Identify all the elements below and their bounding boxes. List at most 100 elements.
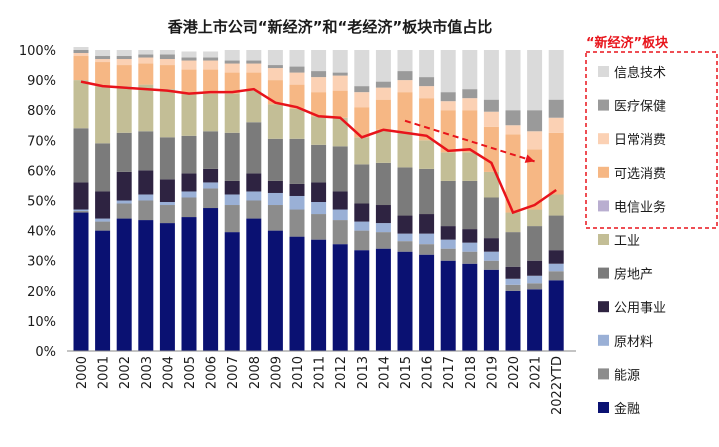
bar-segment (440, 248, 456, 261)
x-tick-label: 2014 (377, 356, 392, 389)
bar-segment (203, 93, 219, 132)
bar-segment (159, 59, 175, 66)
bar-segment (73, 53, 89, 57)
legend-label: 医疗保健 (614, 100, 666, 115)
legend-swatch (598, 66, 609, 77)
bar-segment (354, 250, 370, 351)
bar-segment (332, 117, 348, 147)
bar-segment (462, 50, 478, 90)
y-tick-label: 20% (27, 285, 56, 300)
trend-arrow-head (524, 154, 535, 163)
bar-segment (73, 212, 89, 351)
bar-segment (332, 72, 348, 76)
bar-segment (116, 56, 132, 60)
bar-segment (397, 131, 413, 168)
bar-segment (419, 233, 435, 245)
bar-segment (505, 50, 521, 111)
bar-segment (311, 71, 327, 78)
bar-segment (311, 77, 327, 93)
legend-swatch (598, 166, 609, 178)
bar-segment (289, 72, 305, 85)
bar-segment (440, 180, 456, 227)
bar-segment (527, 275, 543, 284)
bar-segment (354, 221, 370, 231)
bar-segment (527, 149, 543, 210)
legend-swatch (598, 368, 609, 380)
bar-segment (73, 209, 89, 212)
bar-segment (95, 218, 111, 222)
bar-segment (181, 51, 197, 58)
bar-segment (397, 215, 413, 234)
legend-label: 房地产 (614, 267, 653, 283)
bar-segment (267, 138, 283, 181)
bar-segment (397, 71, 413, 81)
bar-segment (224, 180, 240, 195)
bar-segment (548, 263, 564, 272)
x-tick-label: 2009 (269, 356, 284, 389)
bar-segment (224, 232, 240, 351)
bar-segment (483, 238, 499, 252)
bar-segment (419, 77, 435, 87)
bar-segment (332, 209, 348, 221)
bar-segment (203, 188, 219, 209)
bar-segment (354, 86, 370, 93)
bar-segment (95, 191, 111, 219)
bar-segment (419, 140, 435, 169)
x-tick-label: 2021 (529, 356, 544, 389)
bar-segment (527, 50, 543, 111)
bar-segment (246, 90, 262, 123)
bar-segment (289, 108, 305, 139)
x-tick-label: 2013 (356, 356, 371, 389)
bar-segment (95, 143, 111, 192)
bar-segment (548, 132, 564, 195)
x-tick-label: 2006 (205, 356, 220, 389)
bar-segment (332, 191, 348, 210)
bar-segment (116, 86, 132, 133)
bar-segment (203, 57, 219, 61)
bar-segment (505, 266, 521, 279)
bar-segment (289, 138, 305, 184)
bar-segment (181, 57, 197, 61)
bar-segment (332, 244, 348, 351)
bar-segment (95, 62, 111, 87)
x-tick-label: 2001 (97, 356, 112, 389)
legend-label: 公用事业 (614, 301, 666, 316)
bar-segment (483, 269, 499, 351)
bar-segment (181, 60, 197, 70)
bar-segment (505, 284, 521, 291)
bar-segment (116, 200, 132, 204)
bar-segment (548, 215, 564, 251)
x-tick-label: 2020 (507, 356, 522, 389)
bar-segment (527, 260, 543, 276)
bar-segment (159, 223, 175, 351)
bar-segment (397, 80, 413, 93)
bar-segment (483, 111, 499, 127)
bar-segment (354, 230, 370, 251)
bar-segment (354, 107, 370, 138)
bar-segment (397, 167, 413, 216)
x-tick-label: 2004 (161, 356, 176, 389)
x-tick-label: 2018 (464, 356, 479, 389)
y-axis: 0% 10% 20% 30% 40% 50% 60% 70% 80% 90% 100% (19, 44, 576, 360)
bar-segment (138, 170, 154, 195)
bar-segment (159, 202, 175, 206)
bar-segment (375, 205, 391, 224)
bar-segment (73, 211, 89, 213)
bar-segment (527, 289, 543, 351)
bar-segment (505, 232, 521, 267)
bar-segment (527, 283, 543, 290)
bar-segment (181, 69, 197, 94)
bar-segment (289, 195, 305, 210)
bar-segment (462, 242, 478, 252)
bar-segment (548, 99, 564, 118)
bar-segment (95, 221, 111, 231)
bar-segment (354, 92, 370, 108)
bar-segment (354, 137, 370, 165)
bar-segment (181, 217, 197, 351)
bar-segment (354, 50, 370, 87)
bar-segment (246, 63, 262, 73)
bar-segment (224, 132, 240, 181)
bar-segment (116, 171, 132, 201)
bar-segment (548, 280, 564, 351)
bar-segment (332, 146, 348, 192)
